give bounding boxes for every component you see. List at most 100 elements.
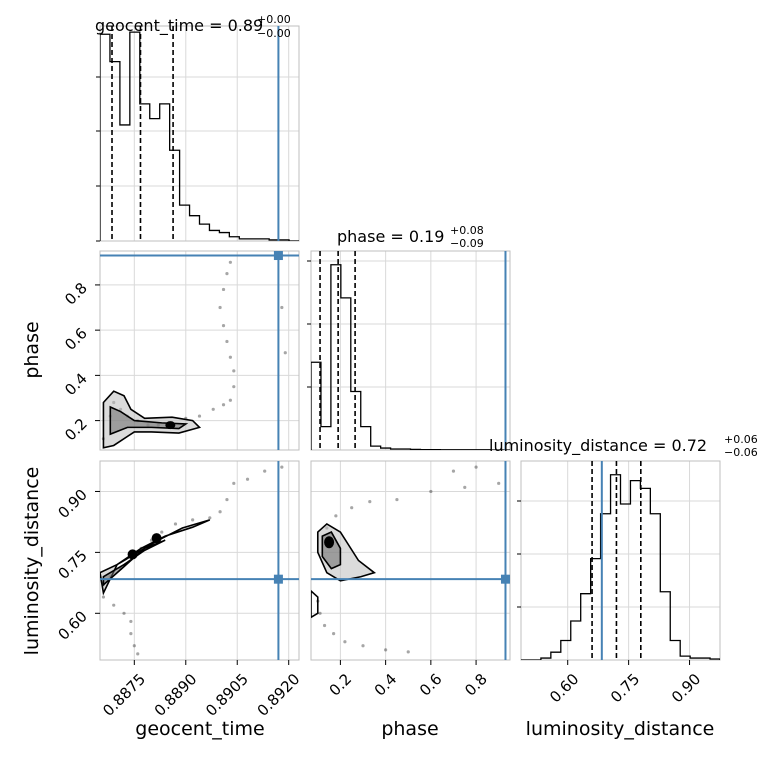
- density-peak-time-distance-b: [151, 533, 162, 544]
- hist-phase: [311, 264, 510, 450]
- title-luminosity-distance-minus: −0.06: [724, 446, 758, 459]
- sample-point-14: [263, 469, 267, 473]
- sample-point-1: [318, 611, 322, 615]
- ylabel-phase: phase: [21, 321, 43, 378]
- title-luminosity-distance-main: luminosity_distance = 0.72: [489, 436, 707, 456]
- sample-point-18: [122, 611, 126, 615]
- xtick-label-geocent-time-2: 0.8905: [202, 670, 252, 720]
- title-phase-plus: +0.08: [450, 224, 484, 237]
- xtick-label-luminosity-distance-1: 0.75: [607, 670, 643, 706]
- contour-outer-time-distance: [100, 519, 211, 596]
- truth-marker-geocent-time-luminosity-distance: [273, 574, 283, 584]
- xtick-label-geocent-time-3: 0.8920: [254, 670, 304, 720]
- ytick-label-luminosity-distance-2: 0.90: [54, 486, 90, 522]
- sample-point-20: [221, 287, 226, 292]
- title-luminosity-distance-plus: +0.06: [724, 433, 758, 446]
- sample-point-16: [451, 469, 456, 473]
- sample-point-17: [225, 339, 229, 344]
- title-geocent-time-main: geocent_time = 0.89: [95, 16, 263, 36]
- sample-point-20: [129, 632, 133, 636]
- density-peak-time-distance-a: [127, 549, 138, 560]
- xtick-label-geocent-time-1: 0.8890: [151, 670, 201, 720]
- title-geocent-time: geocent_time = 0.89 +0.00 −0.00: [95, 13, 291, 40]
- panel-distance-vs-phase: [310, 460, 511, 661]
- hist-geocent-time: [100, 31, 299, 241]
- sample-point-21: [132, 644, 136, 648]
- ytick-label-phase-2: 0.6: [61, 324, 91, 354]
- sample-point-18: [221, 324, 226, 328]
- sample-point-5: [361, 644, 365, 648]
- contour-outer-time-phase: [102, 390, 202, 449]
- ytick-label-phase-0: 0.2: [61, 415, 91, 445]
- panel2d-geocent-time-phase: [101, 260, 287, 449]
- density-peak-phase-distance: [324, 536, 335, 549]
- sample-point-10: [218, 510, 222, 514]
- panel-distance-vs-geocent-time: [99, 460, 300, 661]
- truth-marker-geocent-time-phase: [273, 251, 283, 261]
- sample-point-2: [322, 623, 327, 628]
- sample-point-4: [343, 640, 347, 644]
- sample-point-11: [225, 497, 229, 502]
- sample-point-14: [232, 385, 236, 389]
- title-phase: phase = 0.19 +0.08 −0.09: [337, 224, 484, 250]
- sample-point-22: [136, 652, 140, 656]
- sample-point-12: [221, 403, 226, 407]
- sample-point-3: [332, 632, 336, 636]
- contour-lower-phase-distance: [311, 589, 319, 619]
- sample-point-10: [350, 506, 354, 510]
- sample-point-15: [497, 481, 501, 485]
- sample-point-12: [232, 481, 236, 485]
- sample-point-13: [429, 489, 433, 494]
- sample-point-17: [112, 603, 116, 607]
- xtick-label-luminosity-distance-2: 0.90: [668, 670, 704, 706]
- contour-inner-time-distance: [102, 539, 166, 587]
- title-phase-minus: −0.09: [450, 237, 484, 250]
- panel-hist-luminosity-distance: [520, 460, 721, 661]
- sample-point-13: [245, 477, 250, 481]
- panel2d-geocent-time-luminosity-distance: [100, 465, 284, 656]
- sample-point-13: [228, 398, 232, 402]
- ytick-label-luminosity-distance-1: 0.75: [54, 546, 90, 582]
- sample-point-17: [474, 465, 478, 469]
- sample-point-19: [129, 619, 133, 624]
- sample-point-10: [197, 414, 202, 418]
- truth-marker-phase-luminosity-distance: [500, 574, 510, 584]
- xlabel-luminosity-distance: luminosity_distance: [526, 718, 715, 740]
- xtick-label-phase-0: 0.2: [326, 670, 356, 700]
- sample-point-7: [406, 650, 410, 654]
- title-phase-main: phase = 0.19: [337, 227, 444, 246]
- ytick-label-phase-3: 0.8: [61, 279, 91, 309]
- ytick-label-luminosity-distance-0: 0.60: [54, 607, 90, 643]
- sample-point-16: [101, 595, 106, 599]
- sample-point-24: [283, 351, 287, 355]
- xtick-label-phase-3: 0.8: [461, 670, 491, 700]
- sample-point-15: [280, 465, 284, 469]
- sample-point-6: [384, 648, 388, 652]
- xtick-label-luminosity-distance-0: 0.60: [546, 670, 582, 706]
- sample-point-6: [160, 530, 164, 534]
- xtick-label-geocent-time-0: 0.8875: [99, 670, 149, 720]
- title-geocent-time-minus: −0.00: [257, 27, 291, 40]
- ylabel-luminosity-distance: luminosity_distance: [21, 467, 43, 656]
- sample-point-22: [228, 260, 232, 264]
- sample-point-8: [191, 518, 195, 522]
- title-geocent-time-plus: +0.00: [257, 13, 291, 26]
- density-peak-time-phase: [165, 421, 176, 430]
- sample-point-9: [334, 514, 338, 518]
- sample-point-7: [173, 522, 178, 526]
- title-luminosity-distance: luminosity_distance = 0.72 +0.06 −0.06: [489, 433, 758, 459]
- sample-point-19: [218, 305, 222, 310]
- xlabel-phase: phase: [381, 718, 438, 740]
- panel2d-phase-luminosity-distance: [311, 465, 501, 654]
- sample-point-16: [228, 355, 232, 359]
- xtick-label-phase-1: 0.4: [371, 670, 401, 700]
- ytick-label-phase-1: 0.4: [61, 369, 91, 399]
- sample-point-14: [463, 485, 467, 489]
- sample-point-21: [225, 272, 229, 276]
- xlabel-geocent-time: geocent_time: [135, 718, 264, 740]
- sample-point-11: [368, 500, 372, 504]
- sample-point-15: [232, 369, 236, 373]
- sample-point-12: [395, 497, 399, 502]
